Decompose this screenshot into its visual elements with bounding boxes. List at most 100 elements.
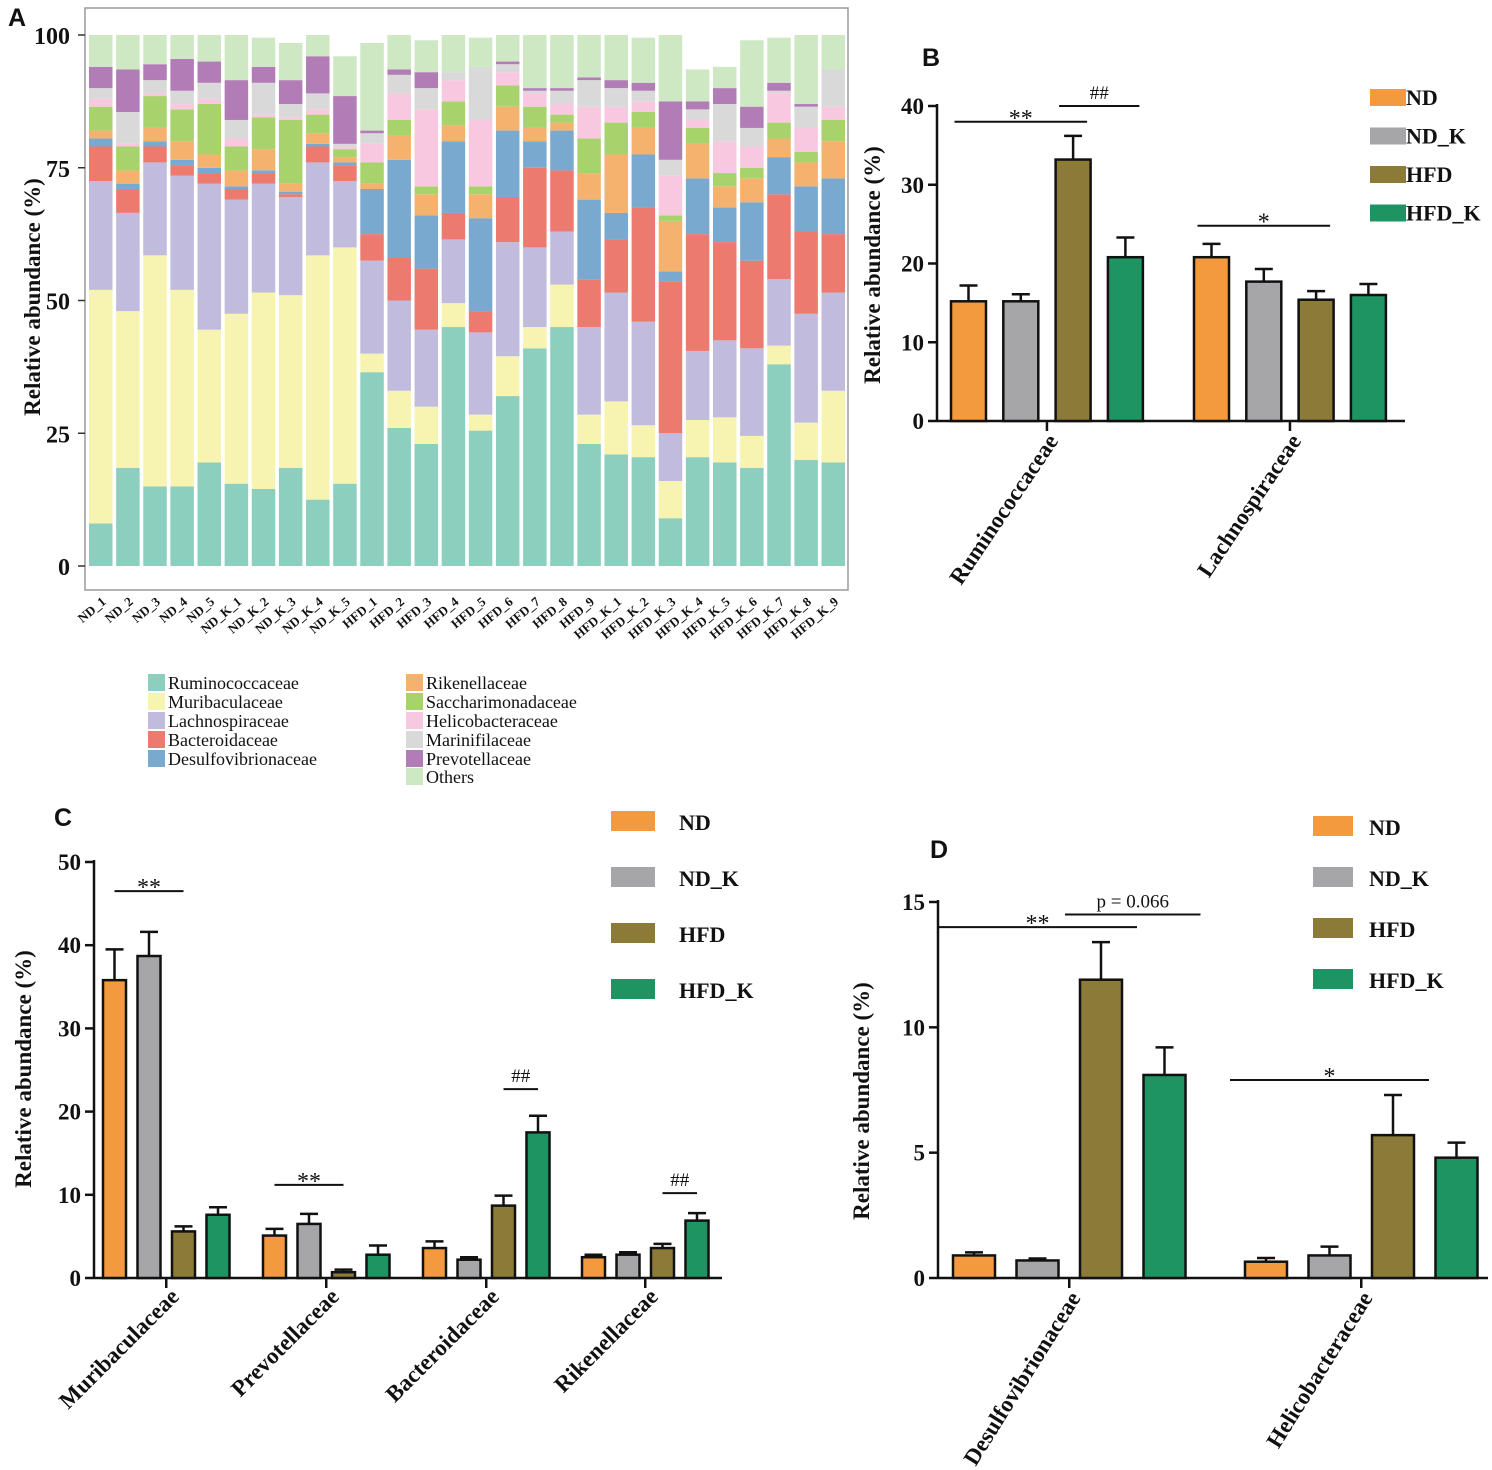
stack-segment-lachnospiraceae [116,212,140,312]
stack-segment-rikenellaceae [143,127,167,142]
legend-swatch-hfd [1313,918,1353,938]
stack-segment-ruminococcaceae [631,457,656,566]
stack-segment-others [604,35,628,81]
stack-segment-bacteroidaceae [658,281,683,434]
stack-segment-others [306,35,330,57]
stack-segment-ruminococcaceae [251,489,276,566]
stack-segment-others [251,37,276,67]
stack-segment-others [495,35,520,62]
legend-label: Desulfovibrionaceae [168,749,317,769]
stack-segment-muribaculaceae [712,417,737,463]
stack-segment-rikenellaceae [712,186,737,208]
stack-segment-helicobacteraceae [197,98,222,105]
stack-segment-desulfovibrionaceae [550,130,574,171]
bar-nd [949,300,988,423]
stack-segment-helicobacteraceae [604,106,628,123]
stack-segment-helicobacteraceae [116,143,140,147]
stack-segment-marinifilaceae [685,109,710,120]
bar-hfd [649,1246,676,1280]
stack-segment-others [577,35,601,78]
stack-segment-rikenellaceae [821,141,846,179]
stack-segment-prevotellaceae [251,66,276,83]
stack-segment-lachnospiraceae [712,340,737,418]
stack-segment-others [197,35,222,62]
stack-segment-marinifilaceae [468,66,493,120]
stack-segment-helicobacteraceae [495,72,520,86]
legend-label: ND_K [1406,124,1466,149]
y-tick-label: 0 [913,409,925,434]
stack-segment-prevotellaceae [712,88,737,105]
stack-segment-rikenellaceae [170,141,194,160]
stack-segment-prevotellaceae [143,64,167,81]
legend-swatch-nd [1370,89,1406,106]
legend-label: Saccharimonadaceae [426,692,577,712]
stack-segment-saccharimonadaceae [89,106,113,131]
bar-nd [1243,1260,1289,1280]
stack-segment-prevotellaceae [577,77,601,81]
significance-mark: ## [670,1170,690,1191]
legend-swatch-lachnospiraceae [148,712,165,729]
stack-segment-lachnospiraceae [468,332,493,415]
stack-segment-lachnospiraceae [387,300,411,391]
stack-segment-bacteroidaceae [631,207,656,322]
y-axis-title: Relative abundance (%) [11,950,36,1188]
stack-segment-prevotellaceae [631,82,656,91]
stack-segment-prevotellaceae [767,82,791,91]
stack-segment-saccharimonadaceae [360,162,384,184]
stack-segment-saccharimonadaceae [224,146,249,171]
stack-segment-muribaculaceae [278,295,303,468]
stack-segment-lachnospiraceae [495,242,520,357]
y-tick-label: 5 [914,1141,926,1166]
stack-segment-muribaculaceae [306,255,330,500]
bar-hfd_k [1106,255,1145,423]
stack-segment-others [794,35,818,105]
legend-label: Bacteroidaceae [168,730,278,750]
stack-segment-others [116,35,140,70]
stack-segment-saccharimonadaceae [197,104,222,155]
bar-nd_k [1245,280,1283,423]
category-label: Desulfovibrionaceae [959,1287,1086,1469]
stack-segment-lachnospiraceae [523,247,547,328]
stack-segment-ruminococcaceae [360,372,384,566]
stack-segment-others [333,56,357,97]
stack-segment-muribaculaceae [170,289,194,487]
stack-segment-bacteroidaceae [414,268,439,330]
stack-segment-saccharimonadaceae [658,215,683,221]
stack-segment-bacteroidaceae [604,239,628,293]
bar-nd [1192,255,1231,423]
stack-segment-marinifilaceae [387,74,411,94]
stack-segment-lachnospiraceae [224,199,249,314]
stack-segment-helicobacteraceae [712,141,737,174]
stack-segment-others [740,40,764,107]
stack-segment-marinifilaceae [224,119,249,139]
stack-segment-rikenellaceae [360,183,384,189]
stack-segment-marinifilaceae [712,104,737,142]
stack-segment-rikenellaceae [278,183,303,192]
stack-segment-lachnospiraceae [360,260,384,354]
stack-segment-lachnospiraceae [333,181,357,248]
bar-nd_k [1307,1254,1352,1280]
stack-segment-desulfovibrionaceae [767,157,791,195]
stack-segment-marinifilaceae [577,80,601,107]
stack-segment-rikenellaceae [414,194,439,216]
stack-segment-desulfovibrionaceae [360,188,384,235]
stack-segment-rikenellaceae [794,162,818,187]
stack-segment-bacteroidaceae [278,194,303,197]
stack-segment-muribaculaceae [550,284,574,328]
stack-segment-helicobacteraceae [821,106,846,120]
stack-segment-lachnospiraceae [441,239,466,304]
stack-segment-marinifilaceae [414,88,439,110]
stack-segment-saccharimonadaceae [604,122,628,155]
stack-segment-helicobacteraceae [794,127,818,152]
category-label: Prevotellaceae [226,1284,344,1402]
category-label: Muribaculaceae [54,1284,184,1414]
stack-segment-lachnospiraceae [170,175,194,290]
stack-segment-saccharimonadaceae [821,119,846,142]
stack-segment-bacteroidaceae [441,212,466,240]
stack-segment-desulfovibrionaceae [306,143,330,147]
stack-segment-desulfovibrionaceae [224,186,249,189]
stack-segment-lachnospiraceae [89,181,113,290]
stack-segment-rikenellaceae [685,143,710,179]
stack-segment-ruminococcaceae [685,457,710,566]
stack-segment-desulfovibrionaceae [468,218,493,312]
